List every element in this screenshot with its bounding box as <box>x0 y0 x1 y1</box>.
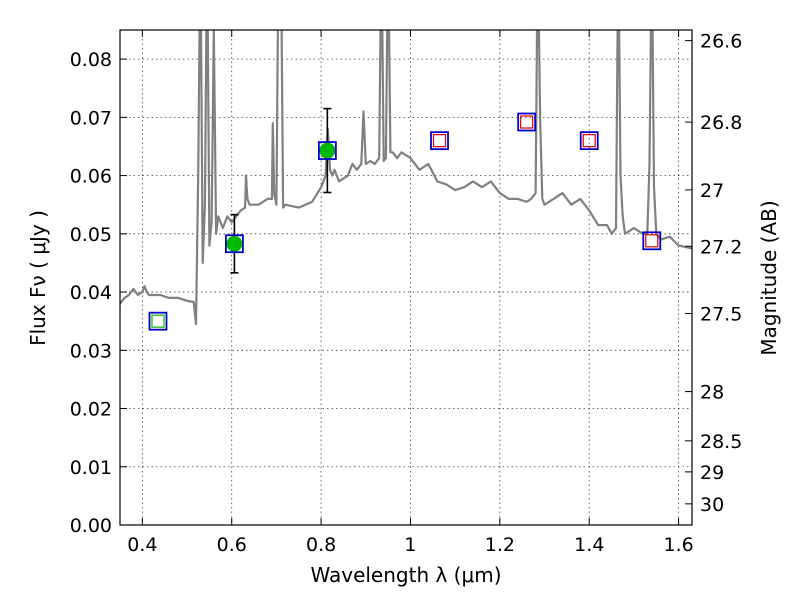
model-square <box>317 141 337 160</box>
y-tick-label: 0.00 <box>70 515 112 537</box>
model-square <box>430 131 449 151</box>
inner-green-square <box>151 314 165 328</box>
model-square <box>224 234 244 254</box>
mag-tick-label: 26.6 <box>700 31 742 53</box>
y-axis-label: Flux Fν ( μJy ) <box>26 210 50 346</box>
model-square <box>517 112 537 132</box>
mag-tick-label: 28 <box>700 382 724 404</box>
y-tick-label: 0.01 <box>70 457 112 479</box>
y-tick-label: 0.07 <box>70 107 112 129</box>
observed-point <box>319 142 336 159</box>
x-tick-label: 0.8 <box>306 534 336 556</box>
x-axis-label: Wavelength λ (μm) <box>310 563 501 587</box>
model-square <box>148 311 168 331</box>
observed-point <box>226 235 243 252</box>
mag-tick-label: 30 <box>700 494 724 516</box>
x-tick-label: 0.6 <box>217 534 247 556</box>
x-tick-label: 1 <box>404 534 416 556</box>
y-tick-label: 0.02 <box>70 399 112 421</box>
upper-limit-square <box>645 234 659 248</box>
marker-layer <box>148 107 662 331</box>
model-square <box>642 231 662 251</box>
x-tick-label: 1.6 <box>663 534 693 556</box>
mag-tick-label: 27.2 <box>700 236 742 258</box>
y-tick-label: 0.05 <box>70 224 112 246</box>
tick-layer: 0.4 0.6 0.8 1 1.2 1.4 1.6 0.00 0.01 0.02 0.03 0.04 0… <box>70 30 742 556</box>
mag-tick-label: 27.5 <box>700 304 742 326</box>
mag-tick-label: 29 <box>700 462 724 484</box>
y-tick-label: 0.08 <box>70 49 112 71</box>
y-tick-label: 0.04 <box>70 282 112 304</box>
x-tick-label: 0.4 <box>127 534 157 556</box>
plot-layer <box>120 30 692 326</box>
y-axis-right-label: Magnitude (AB) <box>757 200 781 355</box>
spectrum-line <box>120 30 692 326</box>
y-tick-label: 0.03 <box>70 340 112 362</box>
upper-limit-square <box>432 134 447 148</box>
upper-limit-square <box>520 115 534 129</box>
y-tick-label: 0.06 <box>70 166 112 188</box>
x-tick-label: 1.2 <box>485 534 515 556</box>
mag-tick-label: 26.8 <box>700 112 742 134</box>
mag-tick-label: 27 <box>700 180 724 202</box>
plot-frame <box>119 29 693 526</box>
model-square <box>579 131 599 151</box>
mag-tick-label: 28.5 <box>700 431 742 453</box>
upper-limit-square <box>582 134 596 148</box>
x-tick-label: 1.4 <box>574 534 604 556</box>
